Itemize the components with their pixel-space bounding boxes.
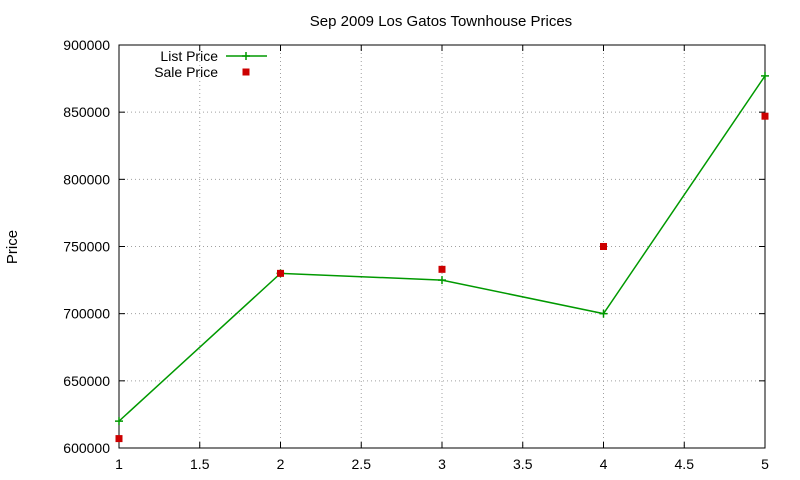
x-tick-label: 1.5 [190, 456, 210, 472]
x-tick-label: 5 [761, 456, 769, 472]
y-tick-label: 800000 [63, 171, 110, 187]
x-tick-label: 3.5 [513, 456, 533, 472]
axis-ticks: 1 1.5 2 2.5 3 3.5 4 4.5 5 600000 650000 700000 75000… [63, 37, 769, 472]
sale-price-marker [438, 265, 446, 273]
y-tick-label: 650000 [63, 373, 110, 389]
sale-price-marker [600, 243, 607, 250]
y-tick-label: 750000 [63, 239, 110, 255]
sale-price-marker [277, 269, 284, 277]
y-tick-label: 900000 [63, 37, 110, 53]
x-tick-label: 2 [277, 456, 285, 472]
chart-title: Sep 2009 Los Gatos Townhouse Prices [310, 13, 572, 30]
y-axis-label: Price [4, 230, 21, 264]
sale-price-marker [761, 112, 769, 120]
x-tick-label: 3 [438, 456, 446, 472]
x-tick-label: 2.5 [352, 456, 372, 472]
legend-label: List Price [160, 48, 218, 64]
y-tick-label: 600000 [63, 440, 110, 456]
y-tick-label: 700000 [63, 306, 110, 322]
x-tick-label: 1 [115, 456, 123, 472]
sale-price-marker [115, 435, 123, 443]
y-tick-label: 850000 [63, 104, 110, 120]
x-tick-label: 4 [600, 456, 608, 472]
grid-lines [119, 45, 765, 448]
x-tick-label: 4.5 [675, 456, 695, 472]
series [115, 71, 769, 443]
legend-marker [242, 68, 250, 76]
legend-label: Sale Price [154, 64, 218, 80]
